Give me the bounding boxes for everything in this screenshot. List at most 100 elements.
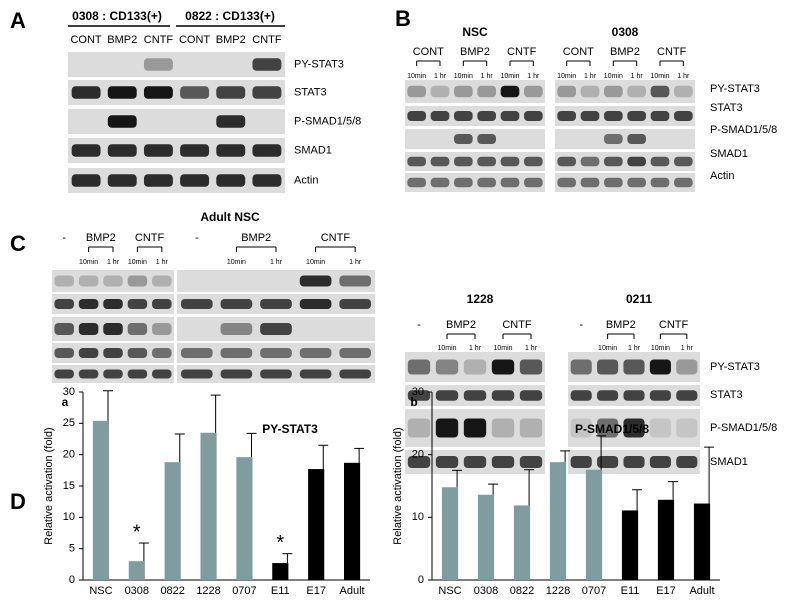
band	[216, 174, 246, 187]
band	[491, 390, 515, 401]
band	[103, 275, 123, 287]
annotation: *	[276, 532, 284, 554]
band	[623, 359, 645, 375]
band	[435, 456, 459, 468]
row-label: SMAD1	[710, 456, 748, 468]
band	[430, 177, 450, 188]
time-label: 1 hr	[677, 73, 690, 80]
band	[491, 418, 515, 438]
band	[649, 390, 671, 401]
band	[127, 348, 148, 358]
band	[570, 456, 592, 468]
band	[435, 359, 459, 375]
band	[152, 369, 172, 379]
time-label: 1 hr	[156, 259, 169, 266]
time-label: 1 hr	[107, 259, 120, 266]
band	[143, 144, 173, 157]
band	[78, 299, 99, 309]
lane-label: BMP2	[86, 232, 116, 244]
y-axis-label: Relative activation (fold)	[392, 427, 404, 544]
lane-label: BMP2	[216, 34, 246, 46]
time-label: 10min	[454, 73, 473, 80]
band	[570, 359, 592, 375]
band	[78, 323, 99, 335]
time-label: 10min	[598, 345, 617, 352]
x-tick-label: 0308	[125, 585, 149, 597]
blot-row	[555, 129, 695, 149]
band	[649, 418, 671, 438]
band	[127, 299, 148, 309]
time-label: 1 hr	[628, 345, 641, 352]
band	[78, 348, 99, 358]
band	[519, 418, 543, 438]
panel-letter: B	[395, 6, 411, 31]
band	[407, 177, 426, 188]
band	[519, 390, 543, 401]
lane-label: CNTF	[659, 319, 689, 331]
band	[500, 111, 520, 121]
row-label: Actin	[294, 174, 318, 186]
band	[127, 369, 148, 379]
band	[407, 456, 431, 468]
band	[649, 456, 671, 468]
y-tick-label: 30	[412, 386, 424, 398]
bar	[477, 494, 495, 580]
lane-label: BMP2	[446, 319, 476, 331]
time-label: 1 hr	[584, 73, 597, 80]
band	[477, 134, 496, 144]
panel-letter: A	[10, 8, 26, 33]
row-label: STAT3	[294, 86, 327, 98]
chart-title: P-SMAD1/5/8	[575, 422, 649, 436]
band	[477, 156, 496, 167]
lane-label: BMP2	[107, 34, 137, 46]
lane-label: -	[195, 232, 199, 244]
band	[216, 86, 246, 99]
band	[676, 418, 698, 438]
time-label: 10min	[437, 345, 456, 352]
band	[71, 144, 101, 157]
band	[216, 144, 246, 157]
band	[71, 174, 101, 187]
band	[220, 348, 253, 358]
x-tick-label: NSC	[438, 585, 461, 597]
band	[407, 85, 426, 98]
band	[500, 156, 520, 167]
band	[524, 85, 543, 98]
band	[500, 177, 520, 188]
band	[339, 369, 372, 379]
row-label: PY-STAT3	[294, 58, 344, 70]
band	[407, 156, 426, 167]
lane-label: BMP2	[241, 232, 271, 244]
band	[180, 86, 210, 99]
y-tick-label: 25	[63, 417, 75, 429]
y-tick-label: 0	[418, 574, 424, 586]
band	[54, 323, 74, 335]
band	[299, 299, 332, 309]
blot-title: NSC	[462, 25, 488, 39]
band	[430, 85, 450, 98]
band	[604, 134, 623, 144]
time-label: 1 hr	[525, 345, 538, 352]
panel-label: a	[62, 395, 69, 409]
band	[107, 86, 137, 99]
band	[650, 177, 670, 188]
band	[627, 177, 646, 188]
row-label: SMAD1	[710, 148, 748, 160]
band	[71, 86, 101, 99]
y-tick-label: 5	[69, 543, 75, 555]
group-label: 0822 : CD133(+)	[185, 9, 275, 23]
band	[430, 156, 450, 167]
time-label: 1 hr	[527, 73, 540, 80]
lane-label: BMP2	[606, 319, 636, 331]
band	[299, 275, 332, 287]
blot-row	[405, 129, 545, 149]
band	[463, 418, 487, 438]
x-tick-label: E11	[621, 585, 640, 597]
band	[152, 275, 172, 287]
band	[570, 418, 592, 438]
lane-label: -	[62, 232, 66, 244]
bar	[343, 462, 361, 580]
blot-title: 1228	[467, 292, 494, 306]
lane-label: -	[579, 319, 583, 331]
bar	[308, 469, 325, 580]
